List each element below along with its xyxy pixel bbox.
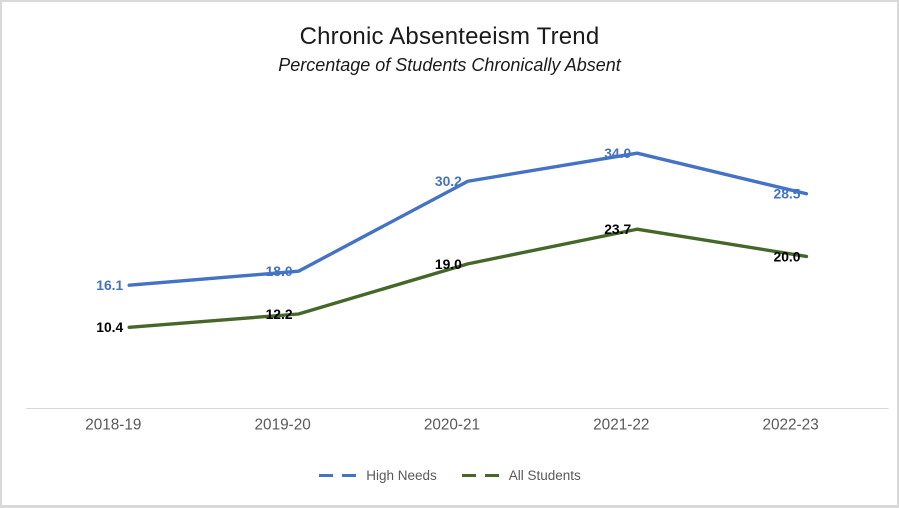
x-tick-label: 2019-20 [255,416,311,433]
x-tick-label: 2018-19 [85,416,141,433]
legend-item-high-needs: High Needs [318,468,437,483]
data-label-high-needs: 30.2 [435,173,462,189]
legend-line-sample-icon [461,474,504,477]
series-line-high-needs [127,151,809,287]
series-line-all-students [127,227,809,329]
legend-item-all-students: All Students [461,468,581,483]
x-tick-label: 2022-23 [762,416,818,433]
data-label-high-needs: 16.1 [96,277,123,293]
legend-label-high-needs: High Needs [366,468,437,483]
legend: High Needs All Students [2,468,897,483]
chart-subtitle: Percentage of Students Chronically Absen… [278,54,621,75]
chart-title: Chronic Absenteeism Trend [299,23,600,50]
data-label-high-needs: 28.5 [774,186,801,202]
data-label-all-students: 10.4 [96,319,123,335]
data-label-high-needs: 18.0 [266,263,293,279]
data-label-all-students: 12.2 [266,306,293,322]
chart-header: Chronic Absenteeism Trend Percentage of … [2,23,897,76]
x-tick-label: 2021-22 [593,416,649,433]
legend-line-sample-icon [319,474,362,477]
legend-label-all-students: All Students [508,468,581,483]
data-label-high-needs: 34.0 [604,145,631,161]
data-label-all-students: 23.7 [604,221,631,237]
data-label-all-students: 20.0 [774,248,801,264]
data-label-all-students: 19.0 [435,256,462,272]
x-tick-label: 2020-21 [424,416,480,433]
